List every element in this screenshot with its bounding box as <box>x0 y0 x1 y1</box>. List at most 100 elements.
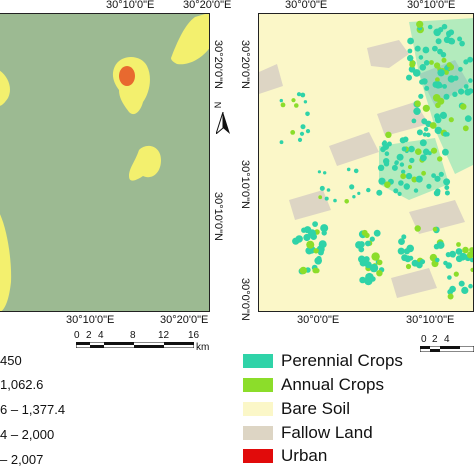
crop-field <box>444 185 450 191</box>
crop-field <box>318 240 327 249</box>
crop-field <box>453 75 459 81</box>
crop-field <box>407 37 414 45</box>
crop-field <box>407 54 414 62</box>
scalebar-label: 8 <box>130 330 136 341</box>
legend-left-item: 6 – 1,377.4 <box>0 402 66 417</box>
right-map-top-tick-2: 30°10'0"E <box>407 0 456 11</box>
crop-field <box>303 100 308 104</box>
legend-swatch <box>243 425 273 440</box>
crop-field <box>403 248 410 255</box>
crop-field <box>422 132 427 137</box>
crop-field <box>313 248 319 254</box>
crop-field <box>435 257 440 263</box>
crop-field <box>398 180 404 186</box>
crop-field <box>314 257 322 265</box>
crop-field <box>355 241 363 249</box>
crop-field <box>305 111 310 117</box>
crop-field <box>438 171 444 177</box>
crop-field <box>434 62 441 69</box>
crop-field <box>461 286 469 294</box>
crop-field <box>458 280 465 287</box>
crop-field <box>399 162 405 167</box>
right-scalebar-label: 2 <box>432 334 438 345</box>
crop-field <box>357 191 361 195</box>
crop-field <box>399 137 406 144</box>
crop-field <box>460 103 467 110</box>
crop-field <box>371 252 380 261</box>
crop-field <box>463 84 469 89</box>
crop-field <box>415 175 423 183</box>
crop-field <box>432 94 441 102</box>
crop-field <box>297 137 303 142</box>
crop-field <box>446 32 452 38</box>
right-map-bottom-tick-2: 30°10'0"E <box>406 314 455 326</box>
legend-label: Fallow Land <box>281 422 373 442</box>
crop-field <box>401 146 407 152</box>
legend-label: Perennial Crops <box>281 350 403 370</box>
legend-label: Urban <box>281 445 328 465</box>
crop-field <box>376 189 383 196</box>
crop-field <box>398 238 405 246</box>
crop-field <box>468 78 473 83</box>
crop-field <box>464 115 472 122</box>
crop-field <box>373 229 381 237</box>
right-scalebar-label: 4 <box>444 334 450 345</box>
legend-left-item: 4 – 2,000 <box>0 427 55 442</box>
crop-field <box>443 260 448 266</box>
crop-field <box>359 276 366 284</box>
crop-field <box>435 188 441 194</box>
crop-field <box>401 234 407 240</box>
crop-field <box>455 248 463 255</box>
crop-field <box>445 132 450 137</box>
crop-field <box>443 36 451 44</box>
crop-field <box>463 59 469 65</box>
crop-field <box>405 263 412 270</box>
crop-field <box>447 289 454 295</box>
crop-field <box>444 70 449 75</box>
legend-right-annual: Annual Crops <box>243 375 384 394</box>
crop-field <box>369 236 375 242</box>
crop-field <box>333 198 337 203</box>
crop-field <box>435 77 440 83</box>
crop-field <box>462 125 469 132</box>
crop-field <box>419 139 427 147</box>
crop-field <box>317 170 321 174</box>
crop-field <box>421 78 428 85</box>
scalebar-label: 4 <box>98 330 104 341</box>
crop-field <box>382 143 390 150</box>
crop-field <box>346 167 351 172</box>
crop-field <box>447 293 454 300</box>
crop-field <box>406 74 412 81</box>
crop-field <box>370 276 376 282</box>
north-arrow-label: N <box>212 101 223 109</box>
left-map-top-tick-1: 30°10'0"E <box>106 0 155 11</box>
crop-field <box>418 93 424 99</box>
crop-field <box>415 148 422 155</box>
scalebar-label: 12 <box>158 330 170 341</box>
crop-field <box>296 92 302 97</box>
crop-field <box>321 230 327 236</box>
crop-field <box>312 221 318 228</box>
crop-field <box>423 126 429 132</box>
crop-field <box>443 178 451 186</box>
north-arrow-icon <box>216 112 230 134</box>
legend-label: Annual Crops <box>281 374 385 394</box>
crop-field <box>444 190 450 196</box>
crop-field <box>446 62 453 68</box>
crop-field <box>408 145 415 153</box>
crop-field <box>452 91 458 98</box>
crop-field <box>396 153 404 161</box>
crop-field <box>401 254 408 262</box>
crop-field <box>344 199 349 204</box>
legend-right-urban: Urban <box>243 446 327 465</box>
crop-field <box>400 173 407 180</box>
crop-field <box>305 129 311 134</box>
crop-field <box>401 169 406 174</box>
crop-field <box>378 177 386 185</box>
crop-field <box>384 181 391 188</box>
crop-field <box>431 173 436 179</box>
crop-field <box>421 170 426 176</box>
crop-field <box>458 88 465 95</box>
crop-field <box>437 156 443 162</box>
left-map-bottom-tick-2: 30°20'0"E <box>160 314 209 326</box>
